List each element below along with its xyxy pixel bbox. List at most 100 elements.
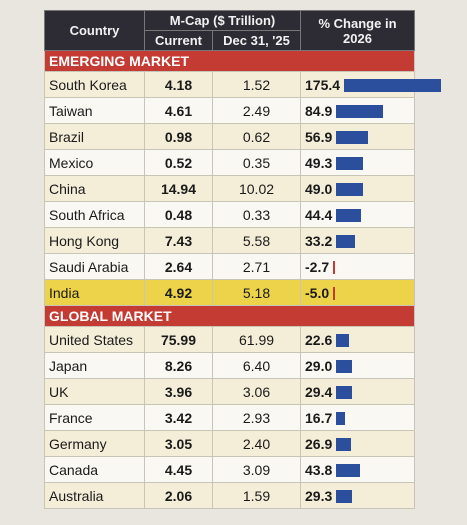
current: 14.94 [144,175,213,202]
data-row: UK 3.96 3.06 29.4 [44,378,416,405]
dec31: 3.06 [211,378,302,405]
current: 3.96 [144,378,213,405]
data-row: Australia 2.06 1.59 29.3 [44,482,416,509]
change-label: 29.4 [305,383,333,400]
dec31: 61.99 [211,326,302,353]
dec31: 2.93 [211,404,302,431]
data-row: Canada 4.45 3.09 43.8 [44,456,416,483]
country: South Korea [44,71,145,98]
change-cell: 29.0 [300,352,416,379]
dec31: 1.52 [211,71,302,98]
data-row: Mexico 0.52 0.35 49.3 [44,149,416,176]
change-cell: 175.4 [300,71,441,98]
section-title: EMERGING MARKET [43,50,416,72]
header-mcap: M-Cap ($ Trillion) [143,10,302,31]
country: United States [44,326,145,353]
current: 3.05 [144,430,213,457]
dec31: 3.09 [211,456,302,483]
section-title: GLOBAL MARKET [43,305,416,327]
data-row: China 14.94 10.02 49.0 [44,175,416,202]
change-cell: 49.3 [300,149,416,176]
data-row: South Korea 4.18 1.52 175.4 [44,71,441,98]
change-bar [336,157,364,171]
change-bar [336,386,353,400]
change-cell: 84.9 [300,97,416,124]
change-cell: 56.9 [300,123,416,150]
change-cell: 29.4 [300,378,416,405]
country: India [44,279,145,306]
data-row: Taiwan 4.61 2.49 84.9 [44,97,416,124]
change-label: 49.3 [305,154,333,171]
dec31: 0.62 [211,123,302,150]
current: 0.98 [144,123,213,150]
country: Taiwan [44,97,145,124]
current: 4.18 [144,71,213,98]
data-row: Germany 3.05 2.40 26.9 [44,430,416,457]
change-bar [344,79,441,93]
change-bar [336,360,353,374]
change-label: 16.7 [305,409,333,426]
change-label: 56.9 [305,128,333,145]
country: South Africa [44,201,145,228]
dec31: 2.49 [211,97,302,124]
data-row: Hong Kong 7.43 5.58 33.2 [44,227,416,254]
change-cell: -2.7 [300,253,416,280]
change-label: 44.4 [305,206,333,223]
change-cell: 16.7 [300,404,416,431]
current: 4.45 [144,456,213,483]
market-table: Country M-Cap ($ Trillion) % Change in 2… [43,10,441,509]
change-bar [336,334,349,348]
data-row: South Africa 0.48 0.33 44.4 [44,201,416,228]
current: 2.06 [144,482,213,509]
dec31: 5.18 [211,279,302,306]
change-label: 49.0 [305,180,333,197]
country: Australia [44,482,145,509]
change-bar [333,261,336,275]
current: 75.99 [144,326,213,353]
header-dec31: Dec 31, '25 [211,30,302,51]
change-cell: -5.0 [300,279,416,306]
current: 2.64 [144,253,213,280]
change-cell: 49.0 [300,175,416,202]
dec31: 2.71 [211,253,302,280]
data-row: Japan 8.26 6.40 29.0 [44,352,416,379]
header-current: Current [144,30,213,51]
table-wrap: Country M-Cap ($ Trillion) % Change in 2… [43,10,441,509]
change-bar [336,464,361,478]
change-label: 22.6 [305,331,333,348]
country: Hong Kong [44,227,145,254]
table-body: EMERGING MARKET South Korea 4.18 1.52 175.4 T… [43,50,441,509]
dec31: 0.33 [211,201,302,228]
change-bar [333,287,336,301]
change-cell: 33.2 [300,227,416,254]
country: China [44,175,145,202]
country: Brazil [44,123,145,150]
data-row: India 4.92 5.18 -5.0 [44,279,416,306]
country: Germany [44,430,145,457]
change-cell: 44.4 [300,201,416,228]
change-label: 175.4 [305,76,341,93]
dec31: 1.59 [211,482,302,509]
current: 7.43 [144,227,213,254]
data-row: Brazil 0.98 0.62 56.9 [44,123,416,150]
change-label: -2.7 [305,258,330,275]
change-bar [336,412,346,426]
change-bar [336,183,364,197]
change-label: 29.0 [305,357,333,374]
change-label: 29.3 [305,487,333,504]
dec31: 6.40 [211,352,302,379]
change-cell: 43.8 [300,456,416,483]
section-row: EMERGING MARKET [43,50,416,72]
current: 4.92 [144,279,213,306]
current: 8.26 [144,352,213,379]
current: 3.42 [144,404,213,431]
change-cell: 26.9 [300,430,416,457]
country: Mexico [44,149,145,176]
data-row: United States 75.99 61.99 22.6 [44,326,416,353]
change-cell: 29.3 [300,482,416,509]
dec31: 5.58 [211,227,302,254]
change-bar [336,438,352,452]
change-label: 26.9 [305,435,333,452]
current: 0.52 [144,149,213,176]
dec31: 2.40 [211,430,302,457]
